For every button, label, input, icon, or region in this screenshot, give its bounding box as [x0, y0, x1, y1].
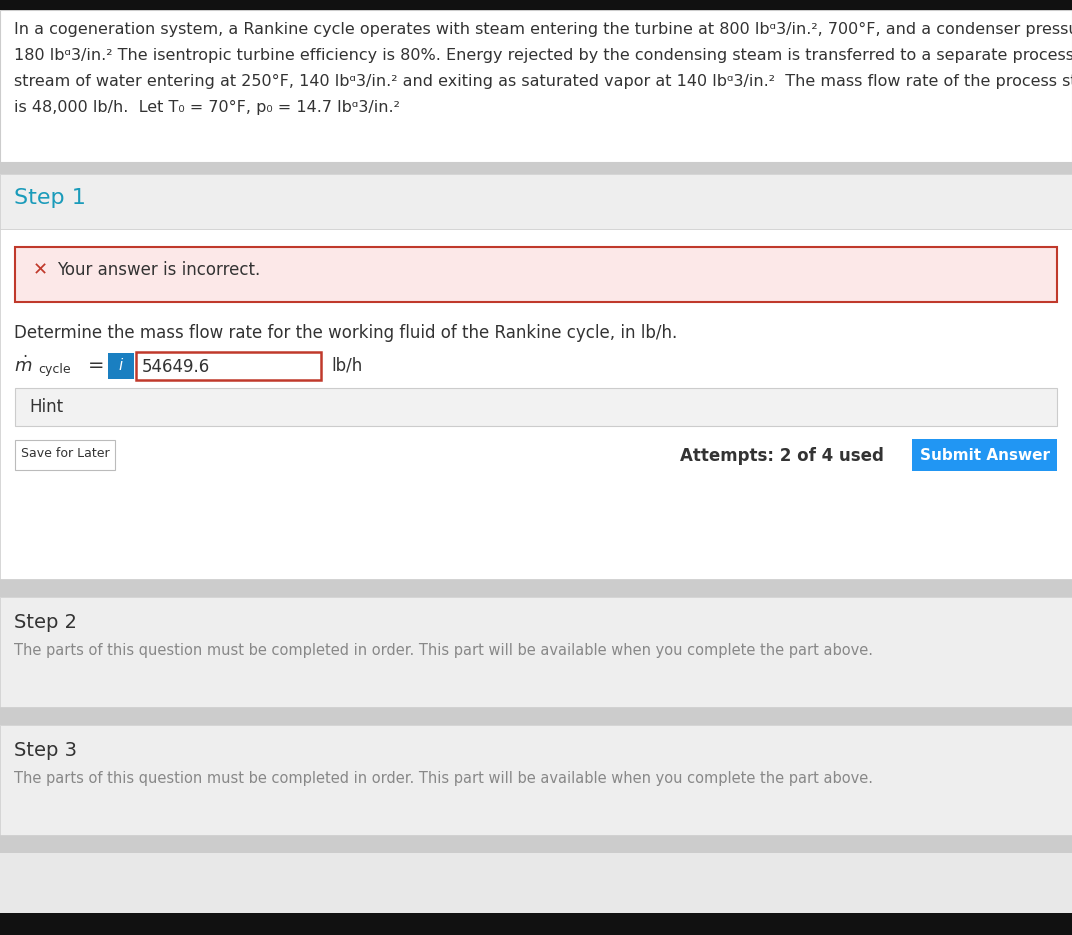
Bar — [0, 597, 1072, 707]
Bar — [0, 10, 1072, 162]
Bar — [0, 162, 1072, 174]
Text: stream of water entering at 250°F, 140 lbᵅ3/in.² and exiting as saturated vapor : stream of water entering at 250°F, 140 l… — [14, 74, 1072, 89]
Bar — [0, 229, 1072, 579]
Bar — [0, 707, 1072, 725]
Bar — [15, 247, 1057, 302]
Text: Hint: Hint — [29, 398, 63, 416]
Text: Save for Later: Save for Later — [20, 447, 109, 460]
Text: Attempts: 2 of 4 used: Attempts: 2 of 4 used — [680, 447, 884, 465]
Bar — [0, 174, 1072, 229]
Text: Step 1: Step 1 — [14, 188, 86, 208]
Text: The parts of this question must be completed in order. This part will be availab: The parts of this question must be compl… — [14, 771, 873, 786]
Text: Submit Answer: Submit Answer — [920, 448, 1049, 463]
Text: Determine the mass flow rate for the working fluid of the Rankine cycle, in lb/h: Determine the mass flow rate for the wor… — [14, 324, 678, 342]
Text: =: = — [88, 356, 104, 376]
Bar — [0, 579, 1072, 597]
Bar — [108, 353, 134, 379]
Text: cycle: cycle — [38, 363, 71, 376]
Text: i: i — [119, 358, 123, 373]
Text: In a cogeneration system, a Rankine cycle operates with steam entering the turbi: In a cogeneration system, a Rankine cycl… — [14, 22, 1072, 37]
Text: $\dot{m}$: $\dot{m}$ — [14, 356, 32, 376]
Bar — [0, 0, 1072, 10]
Bar — [0, 913, 1072, 935]
Text: The parts of this question must be completed in order. This part will be availab: The parts of this question must be compl… — [14, 643, 873, 658]
Text: ✕: ✕ — [33, 261, 48, 279]
Bar — [0, 725, 1072, 835]
Text: Step 3: Step 3 — [14, 741, 77, 760]
Bar — [0, 853, 1072, 913]
Text: 54649.6: 54649.6 — [142, 358, 210, 376]
Bar — [912, 439, 1057, 471]
Bar — [136, 352, 321, 380]
Bar — [15, 440, 115, 470]
Text: Your answer is incorrect.: Your answer is incorrect. — [57, 261, 260, 279]
Text: Step 2: Step 2 — [14, 613, 77, 632]
Text: lb/h: lb/h — [331, 357, 362, 375]
Text: is 48,000 lb/h.  Let T₀ = 70°F, p₀ = 14.7 lbᵅ3/in.²: is 48,000 lb/h. Let T₀ = 70°F, p₀ = 14.7… — [14, 100, 400, 115]
Text: 180 lbᵅ3/in.² The isentropic turbine efficiency is 80%. Energy rejected by the c: 180 lbᵅ3/in.² The isentropic turbine eff… — [14, 48, 1072, 63]
Bar — [0, 835, 1072, 853]
Bar — [15, 388, 1057, 426]
